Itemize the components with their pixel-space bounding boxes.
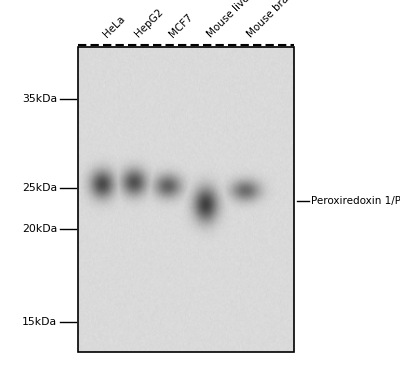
Text: 35kDa: 35kDa: [22, 94, 57, 103]
Text: HepG2: HepG2: [133, 7, 165, 39]
Text: 15kDa: 15kDa: [22, 317, 57, 327]
Text: Mouse liver: Mouse liver: [205, 0, 255, 39]
Text: 25kDa: 25kDa: [22, 183, 57, 193]
Text: Mouse brain: Mouse brain: [245, 0, 298, 39]
Bar: [78, 46, 294, 352]
Text: HeLa: HeLa: [101, 13, 127, 39]
Text: 20kDa: 20kDa: [22, 224, 57, 234]
Text: MCF7: MCF7: [167, 12, 195, 39]
Text: Peroxiredoxin 1/PAG: Peroxiredoxin 1/PAG: [311, 196, 400, 206]
